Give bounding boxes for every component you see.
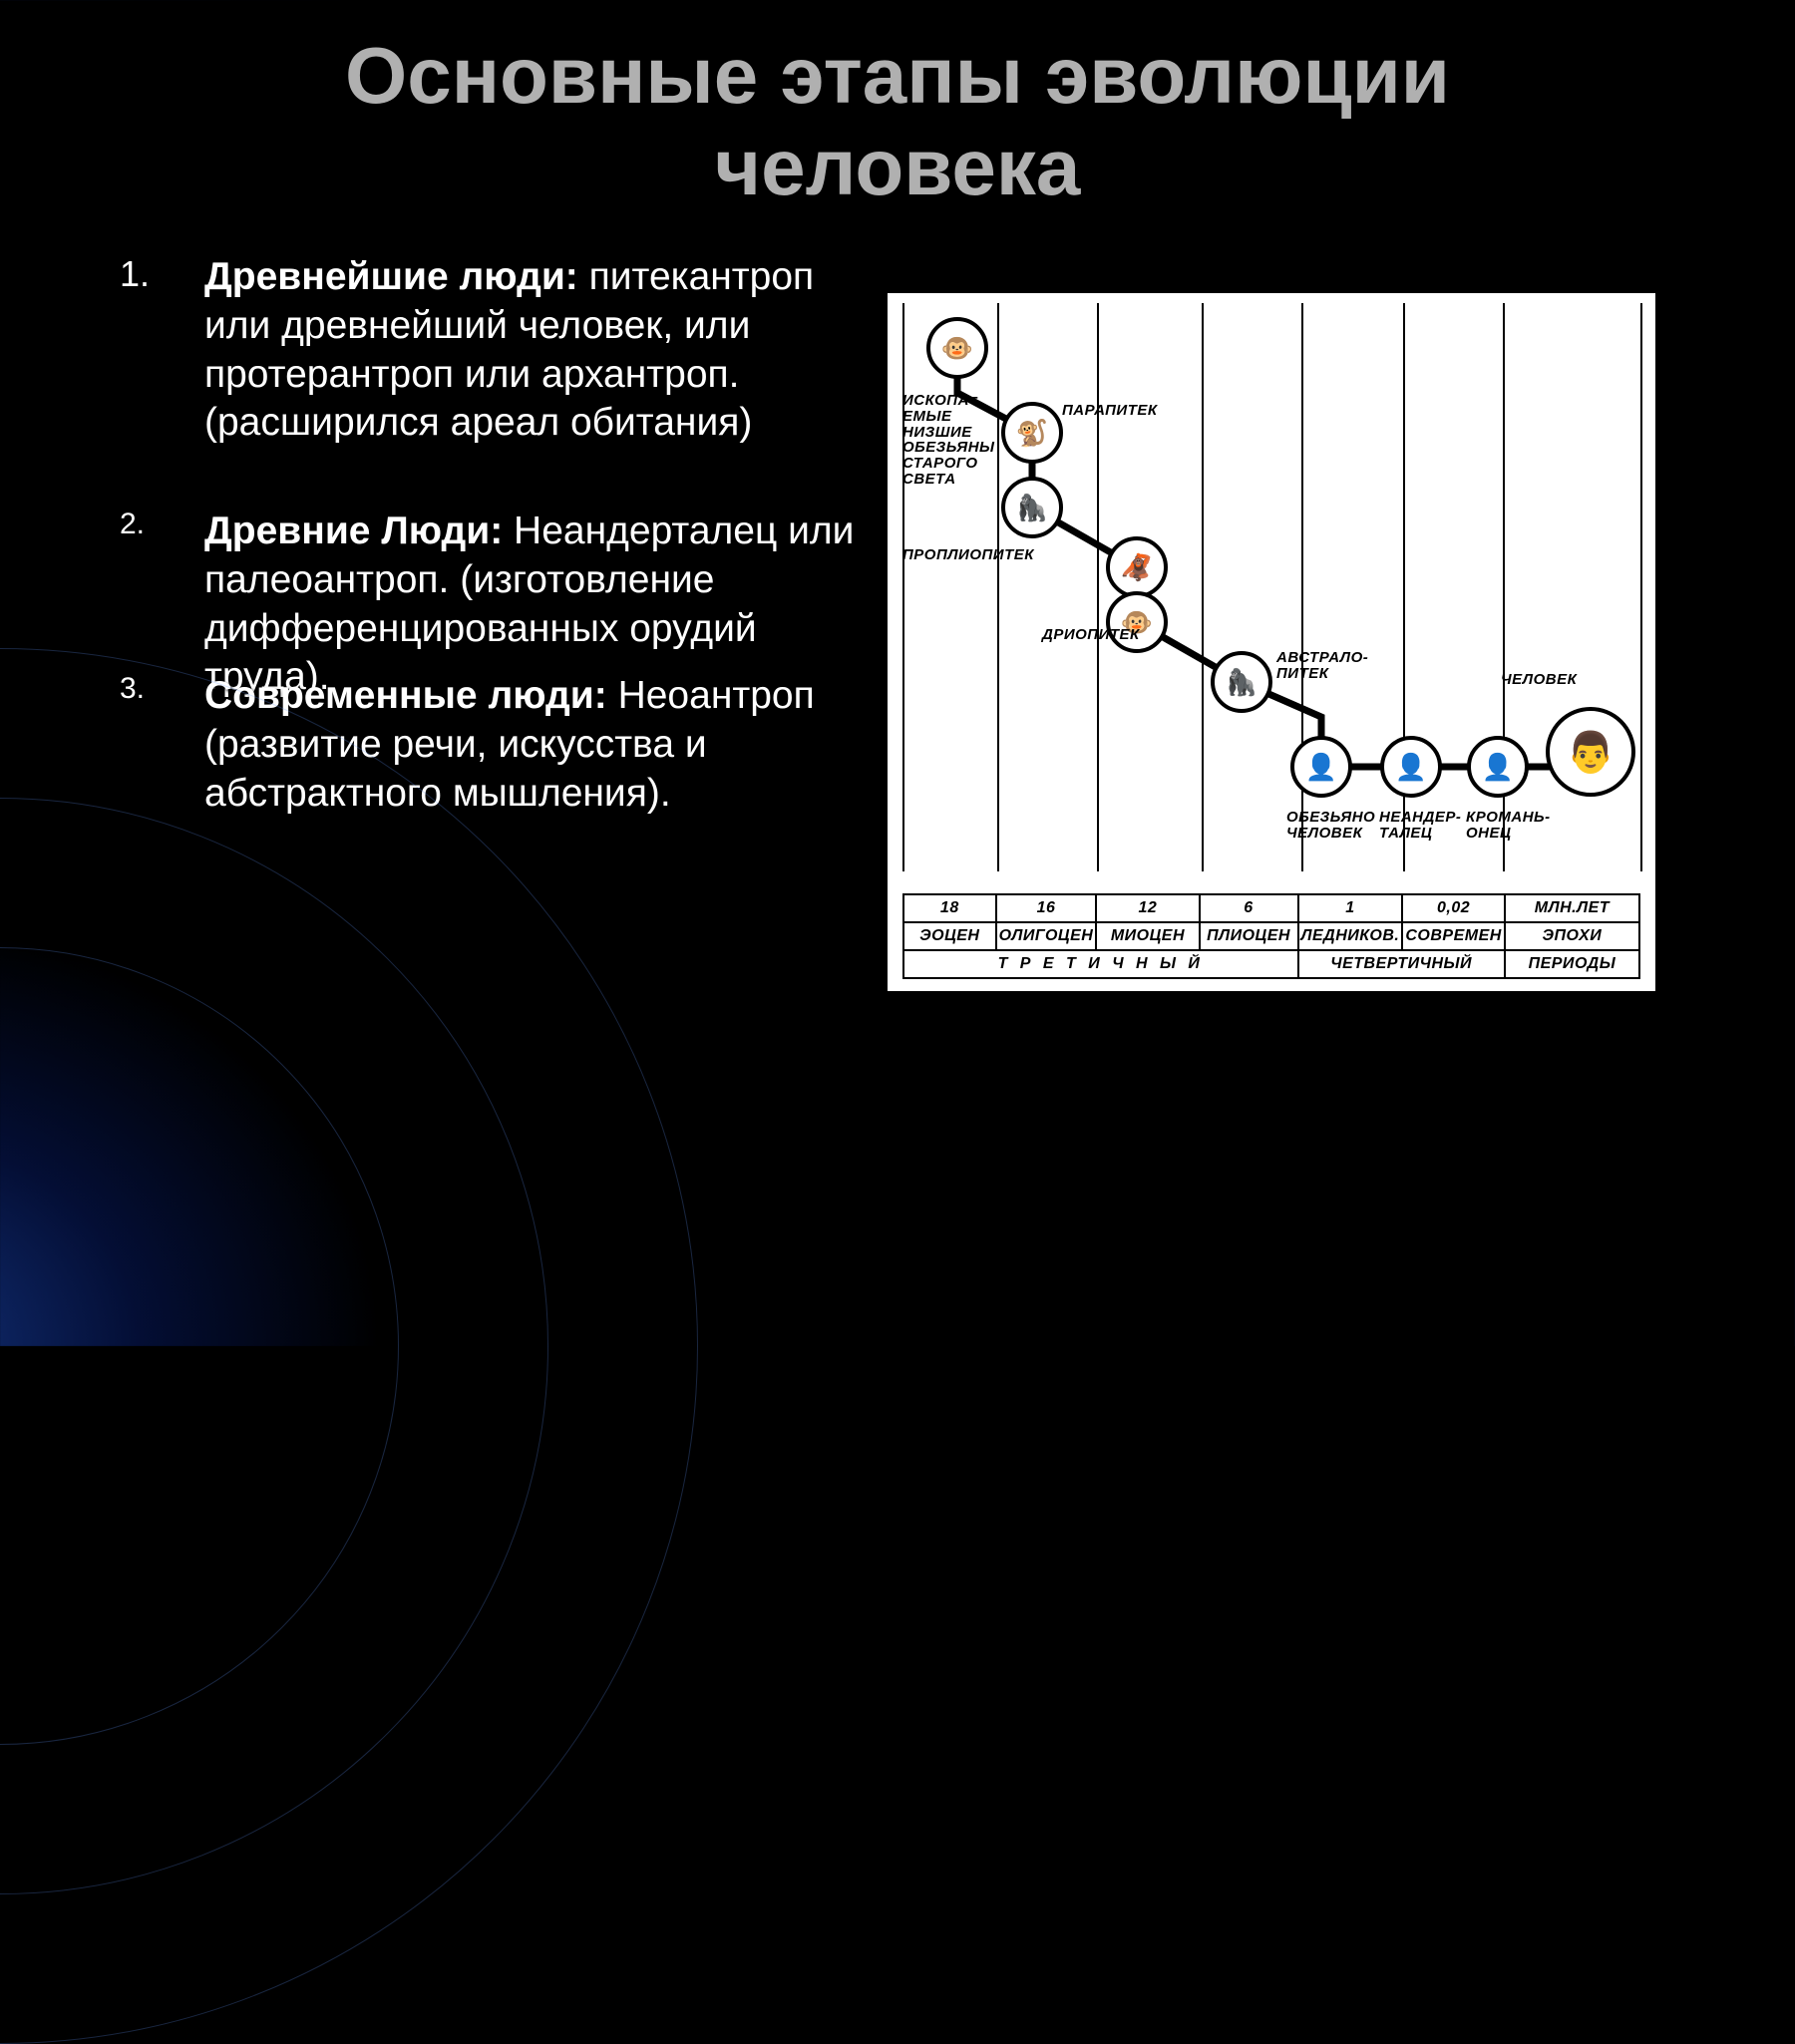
evolution-node: 👤 [1380,736,1442,798]
evolution-node: 👤 [1290,736,1352,798]
text-column: 1. Древнейшие люди: питекантроп или древ… [120,253,858,991]
list-body: Современные люди: Неоантроп (развитие ре… [204,672,858,818]
evolution-node: 👤 [1467,736,1529,798]
table-cell: 0,02 [1402,894,1504,922]
table-cell: 1 [1298,894,1403,922]
evolution-node: 🦧 [1106,536,1168,598]
table-cell: 16 [996,894,1097,922]
table-cell: ЧЕТВЕРТИЧНЫЙ [1298,950,1505,978]
evolution-node: 🦍 [1211,651,1272,713]
evolution-diagram: 🐵🐒🦍🦧🐵🦍👤👤👤👨ИСКОПА= ЕМЫЕ НИЗШИЕ ОБЕЗЬЯНЫ С… [888,293,1655,991]
table-cell: ЛЕДНИКОВ. [1298,922,1403,950]
table-cell: ПЕРИОДЫ [1505,950,1639,978]
list-body: Древнейшие люди: питекантроп или древней… [204,253,858,448]
evolution-node: 🐵 [926,317,988,379]
table-cell: ПЛИОЦЕН [1200,922,1298,950]
table-cell: Т Р Е Т И Ч Н Ы Й [903,950,1298,978]
list-item-1: 1. Древнейшие люди: питекантроп или древ… [120,253,858,448]
node-label: АВСТРАЛО- ПИТЕК [1276,650,1368,682]
table-cell: 18 [903,894,996,922]
content-area: 1. Древнейшие люди: питекантроп или древ… [0,213,1795,991]
diagram-column: 🐵🐒🦍🦧🐵🦍👤👤👤👨ИСКОПА= ЕМЫЕ НИЗШИЕ ОБЕЗЬЯНЫ С… [888,293,1655,991]
slide-title: Основные этапы эволюции человека [0,0,1795,213]
node-label: ПРОПЛИОПИТЕК [902,547,1034,563]
node-label: ДРИОПИТЕК [1042,627,1140,643]
node-label: ОБЕЗЬЯНО ЧЕЛОВЕК [1286,810,1375,842]
evolution-node: 🐒 [1001,402,1063,464]
table-cell: ЭОЦЕН [903,922,996,950]
node-label: НЕАНДЕР- ТАЛЕЦ [1379,810,1461,842]
table-cell: МИОЦЕН [1096,922,1199,950]
node-label: КРОМАНЬ- ОНЕЦ [1466,810,1551,842]
evolution-node: 🐵 [1106,591,1168,653]
list-number: 1. [120,253,165,448]
table-cell: 12 [1096,894,1199,922]
evolution-node: 🦍 [1001,477,1063,538]
node-label: ПАРАПИТЕК [1062,403,1158,419]
list-item-3: 3. Современные люди: Неоантроп (развитие… [120,672,858,818]
evolution-node: 👨 [1546,707,1635,797]
list-number: 3. [120,672,165,818]
timeline-table: 181612610,02МЛН.ЛЕТ ЭОЦЕНОЛИГОЦЕНМИОЦЕНПЛ… [902,893,1640,979]
table-cell: 6 [1200,894,1298,922]
node-label: ЧЕЛОВЕК [1501,672,1577,688]
table-cell: ЭПОХИ [1505,922,1639,950]
table-cell: ОЛИГОЦЕН [996,922,1097,950]
node-label: ИСКОПА= ЕМЫЕ НИЗШИЕ ОБЕЗЬЯНЫ СТАРОГО СВЕ… [902,393,995,488]
table-cell: МЛН.ЛЕТ [1505,894,1639,922]
table-cell: СОВРЕМЕН [1402,922,1504,950]
